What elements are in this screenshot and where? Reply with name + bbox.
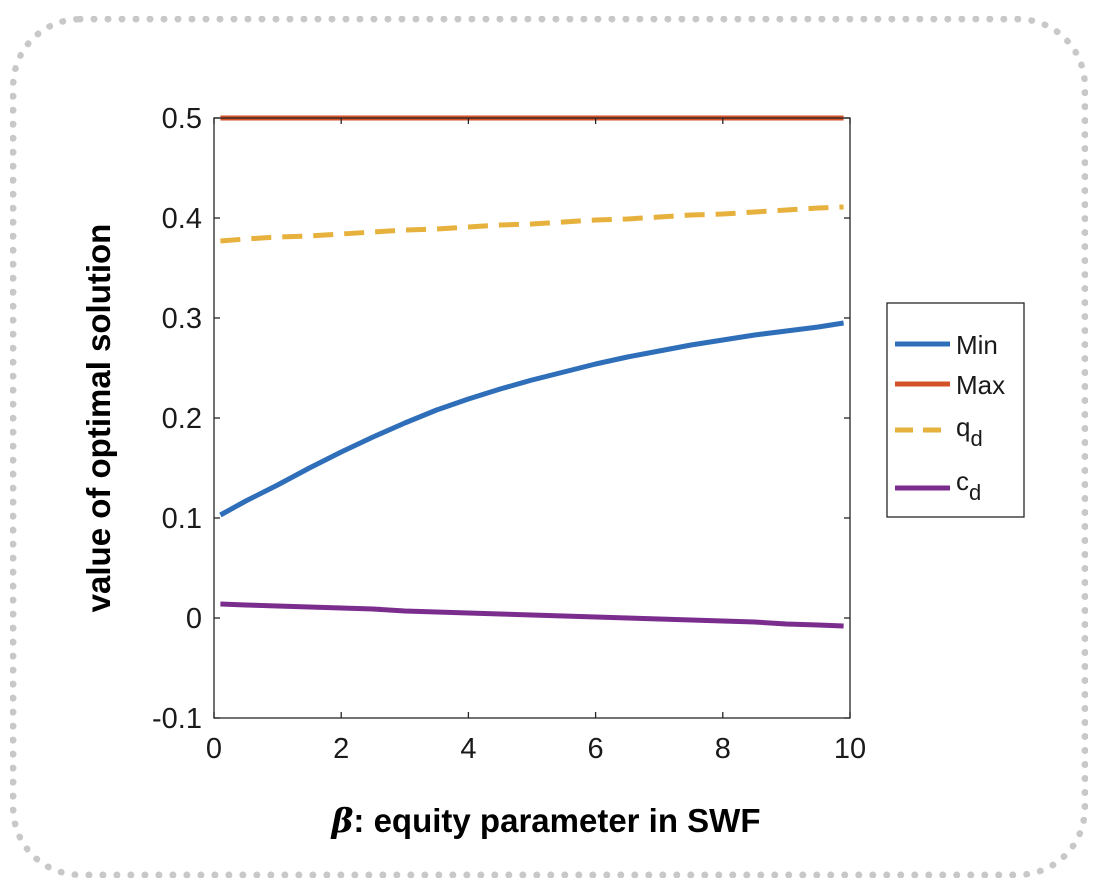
legend: Min Max qd cd (886, 302, 1025, 518)
series-line-min (219, 320, 844, 518)
x-axis-label: β: equity parameter in SWF (330, 801, 761, 840)
legend-label-qd: qd (956, 412, 983, 451)
y-tick-label: 0.2 (162, 403, 202, 435)
legend-label-cd: cd (956, 466, 981, 505)
series-line-qd (220, 204, 844, 244)
legend-label-max: Max (956, 370, 1005, 400)
y-tick-label: 0 (186, 603, 202, 635)
x-tick-label: 2 (333, 733, 349, 765)
x-tick-label: 10 (834, 733, 866, 765)
y-tick-label: 0.5 (162, 103, 202, 135)
axis-tick-labels: 0 2 4 6 8 10-0.100.10.20.30.40.5 (152, 103, 866, 765)
legend-box (886, 302, 1025, 518)
x-tick-label: 4 (460, 733, 476, 765)
x-tick-label: 8 (715, 733, 731, 765)
x-tick-label: 0 (206, 733, 222, 765)
y-tick-label: 0.3 (162, 303, 202, 335)
dotted-frame (10, 16, 1088, 878)
x-tick-label: 6 (588, 733, 604, 765)
series-line-cd (220, 601, 844, 629)
y-tick-label: 0.4 (162, 203, 202, 235)
plot-lines (219, 115, 844, 629)
y-axis-label: value of optimal solution (80, 224, 117, 613)
x-axis-label-symbol: β (330, 801, 354, 840)
y-tick-label: -0.1 (152, 703, 202, 735)
y-tick-label: 0.1 (162, 503, 202, 535)
legend-label-min: Min (956, 330, 998, 360)
x-axis-label-text: : equity parameter in SWF (353, 802, 760, 839)
axis-ticks (213, 117, 851, 719)
plot-area-border (213, 117, 851, 719)
